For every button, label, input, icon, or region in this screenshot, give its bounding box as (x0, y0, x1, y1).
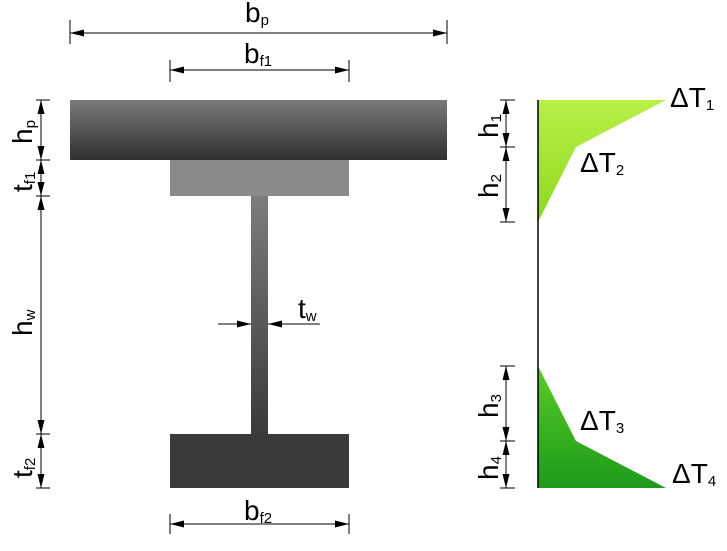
dimension-chain-left: hp tf1 hw tf2 (7, 99, 50, 489)
label-h3: h3 (473, 394, 505, 418)
label-delta-t3: ΔT3 (580, 405, 624, 437)
dimension-bf2: bf2 (169, 495, 350, 534)
label-tf1: tf1 (7, 172, 39, 192)
web (251, 196, 268, 434)
top-gradient-region (538, 100, 666, 222)
dimension-bf1: bf1 (169, 38, 350, 82)
label-h1: h1 (473, 114, 505, 138)
dimension-bp: bp (69, 0, 448, 44)
cross-section (70, 100, 447, 488)
label-bp: bp (245, 0, 269, 29)
bottom-gradient-region (538, 366, 666, 488)
label-h2: h2 (473, 174, 505, 198)
label-hp: hp (7, 120, 39, 144)
bottom-flange (170, 434, 349, 488)
label-h4: h4 (473, 456, 505, 480)
dimension-chain-right: h1 h2 h3 h4 (473, 99, 515, 489)
label-tf2: tf2 (7, 458, 39, 478)
concrete-slab (70, 100, 447, 160)
label-delta-t2: ΔT2 (580, 147, 624, 179)
label-hw: hw (7, 309, 39, 336)
label-tw: tw (298, 293, 317, 325)
label-bf2: bf2 (244, 495, 272, 527)
temperature-profile (537, 100, 666, 488)
top-flange (170, 160, 349, 196)
label-delta-t1: ΔT1 (670, 82, 714, 114)
dimension-tw: tw (218, 293, 320, 328)
label-bf1: bf1 (244, 38, 272, 70)
label-delta-t4: ΔT4 (672, 458, 716, 490)
